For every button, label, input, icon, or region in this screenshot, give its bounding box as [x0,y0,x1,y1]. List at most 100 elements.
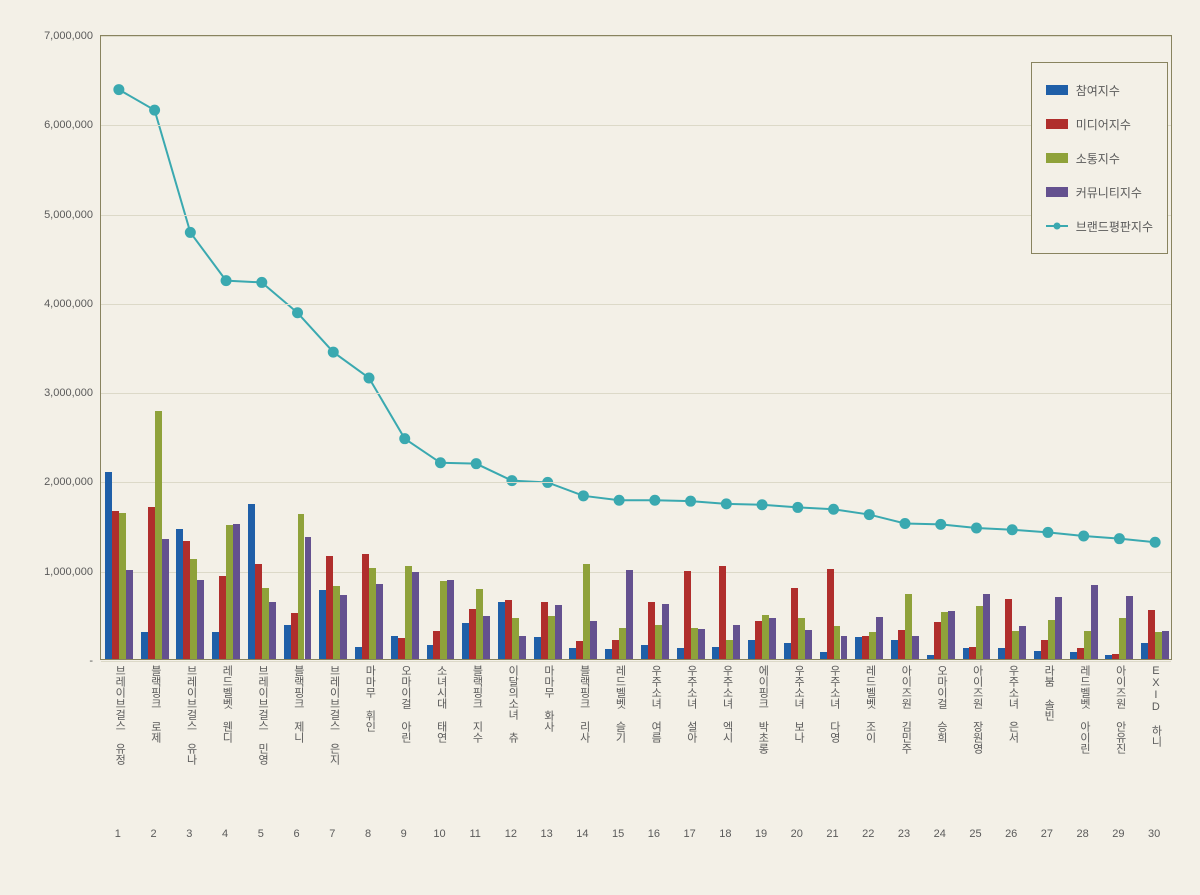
y-tick-label: 7,000,000 [44,30,101,42]
bar-media [898,630,905,659]
y-tick-label: 2,000,000 [44,476,101,488]
y-tick-label: 4,000,000 [44,298,101,310]
bar-communication [869,632,876,659]
gridline [101,661,1171,662]
x-tick-name: 아이즈원 김민주 [899,665,911,754]
bar-media [326,556,333,659]
bar-communication [941,612,948,659]
x-tick-rank: 3 [186,828,192,840]
x-tick-name: 블랙핑크 지수 [470,665,482,743]
trend-marker [614,495,624,505]
x-tick-rank: 21 [826,828,838,840]
bar-participation [391,636,398,659]
x-tick-rank: 14 [576,828,588,840]
trend-marker [864,510,874,520]
x-tick-name: 블랙핑크 제니 [292,665,304,743]
bar-communication [298,514,305,659]
trend-marker [650,495,660,505]
legend-item: 커뮤니티지수 [1046,175,1153,209]
bar-community [1162,631,1169,659]
bar-community [733,625,740,659]
bar-community [876,617,883,659]
bar-community [269,602,276,659]
bar-media [219,576,226,659]
x-tick-name: 레드벨벳 조이 [863,665,875,743]
x-tick-name: 우주소녀 보나 [792,665,804,743]
bar-community [805,630,812,659]
bar-community [590,621,597,659]
bar-participation [1141,643,1148,659]
bar-community [126,570,133,659]
trend-marker [185,227,195,237]
x-tick-name: 블랙핑크 리사 [578,665,590,743]
trend-marker [971,523,981,533]
trend-marker [471,459,481,469]
legend-label: 커뮤니티지수 [1076,184,1142,201]
bar-community [626,570,633,659]
x-tick-rank: 7 [329,828,335,840]
x-tick-rank: 13 [541,828,553,840]
x-tick-name: 소녀시대 태연 [435,665,447,743]
x-tick-name: 마마무 휘인 [363,665,375,732]
legend: 참여지수미디어지수소통지수커뮤니티지수브랜드평판지수 [1031,62,1168,254]
trend-marker [721,499,731,509]
gridline [101,36,1171,37]
bar-communication [1119,618,1126,659]
x-tick-name: 아이즈원 장원영 [971,665,983,754]
x-tick-name: 블랙핑크 로제 [149,665,161,743]
bar-communication [548,616,555,659]
x-tick-rank: 29 [1112,828,1124,840]
trend-marker [1007,525,1017,535]
bar-media [684,571,691,659]
bar-communication [369,568,376,659]
bar-media [934,622,941,659]
x-tick-rank: 8 [365,828,371,840]
x-tick-name: 라붐 솔빈 [1042,665,1054,721]
trend-line [119,90,1155,543]
bar-community [769,618,776,659]
bar-participation [677,648,684,659]
bar-participation [355,647,362,660]
bar-participation [248,504,255,659]
trend-marker [293,308,303,318]
bar-media [969,647,976,660]
bar-participation [427,645,434,659]
bar-community [983,594,990,659]
bar-communication [691,628,698,659]
bar-communication [119,513,126,659]
x-tick-rank: 27 [1041,828,1053,840]
x-tick-name: 우주소녀 엑시 [721,665,733,743]
bar-communication [226,525,233,659]
bar-communication [834,626,841,659]
bar-participation [963,648,970,659]
bar-communication [190,559,197,659]
bar-community [376,584,383,659]
bar-communication [1012,631,1019,659]
bar-participation [641,645,648,659]
x-tick-name: 우주소녀 여름 [649,665,661,743]
x-tick-rank: 19 [755,828,767,840]
gridline [101,304,1171,305]
bar-communication [726,640,733,659]
x-tick-name: 이달의소녀 츄 [506,665,518,743]
bar-participation [319,590,326,659]
bar-community [305,537,312,659]
bar-community [698,629,705,659]
bar-communication [655,625,662,659]
bar-community [340,595,347,659]
bar-communication [440,581,447,659]
legend-line-marker [1053,223,1060,230]
legend-swatch-line [1046,225,1068,227]
x-tick-rank: 23 [898,828,910,840]
legend-label: 참여지수 [1076,82,1120,99]
x-tick-rank: 9 [401,828,407,840]
x-tick-rank: 24 [934,828,946,840]
x-tick-name: 우주소녀 은서 [1006,665,1018,743]
bar-communication [476,589,483,659]
bar-community [662,604,669,659]
bar-media [433,631,440,659]
bar-media [1077,648,1084,659]
x-tick-name: 레드벨벳 아이린 [1078,665,1090,754]
legend-swatch-bar [1046,85,1068,95]
bar-community [233,524,240,659]
